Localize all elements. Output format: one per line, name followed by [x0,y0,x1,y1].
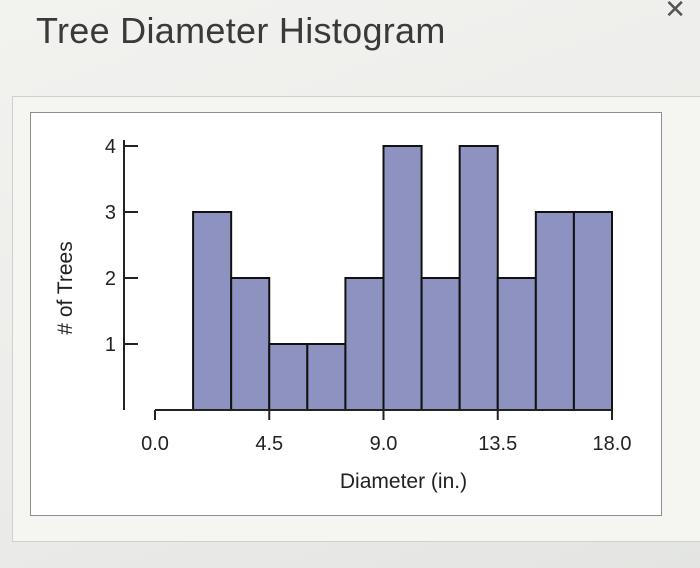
y-tick-label: 4 [105,136,116,158]
page-title: Tree Diameter Histogram [36,10,446,51]
bars-group [192,145,614,411]
labels-group: 1 2 3 4 0.0 4.5 9.0 13.5 18.0 Diameter (in.) # of … [54,136,631,493]
x-tick-label: 4.5 [255,433,283,455]
y-tick-label: 3 [105,202,116,224]
histogram-bar [344,277,385,411]
close-icon[interactable]: ✕ [664,0,686,24]
x-tick-label: 18.0 [593,433,632,455]
histogram-bar [420,277,461,411]
y-tick-label: 2 [105,268,116,290]
x-tick-label: 13.5 [478,433,517,455]
x-axis-title: Diameter (in.) [340,470,467,493]
histogram-bar [230,277,271,411]
histogram-bar [268,343,309,411]
histogram-bar [572,211,614,411]
x-tick-label: 9.0 [370,433,398,455]
histogram-bar [458,145,499,411]
y-axis-title: # of Trees [54,241,77,334]
histogram-bar [192,211,233,411]
histogram-bar [496,277,537,411]
y-tick-label: 1 [105,334,116,356]
histogram-bar [534,211,575,411]
axes-group [123,140,613,420]
histogram-bar [382,145,423,411]
x-tick-label: 0.0 [141,433,169,455]
histogram-bar [306,343,347,411]
